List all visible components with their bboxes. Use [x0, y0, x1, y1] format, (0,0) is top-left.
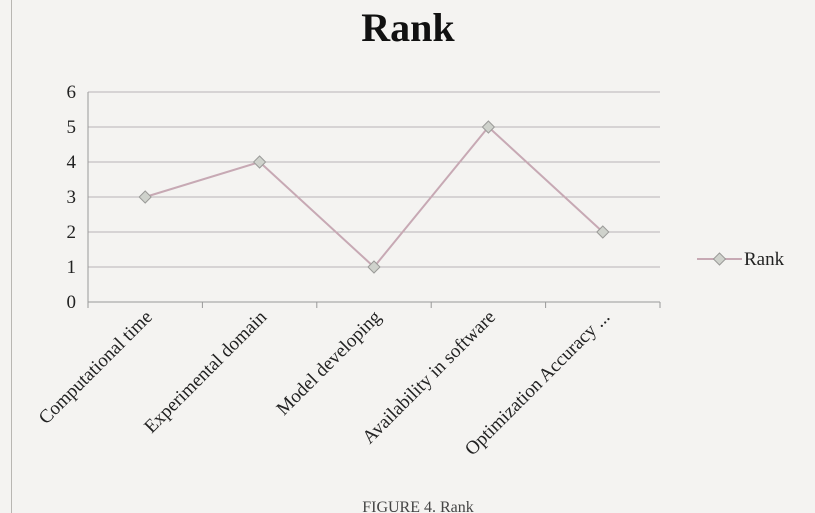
y-tick-label: 3 — [67, 187, 77, 208]
y-tick-label: 5 — [67, 117, 77, 138]
legend-marker — [712, 252, 727, 266]
figure-caption: FIGURE 4. Rank — [362, 499, 474, 513]
y-tick-label: 6 — [67, 82, 77, 103]
chart-title: Rank — [361, 5, 455, 50]
legend-label: Rank — [744, 249, 785, 270]
data-point-marker — [596, 225, 610, 239]
y-tick-label: 4 — [67, 152, 77, 173]
data-point-marker — [138, 190, 152, 204]
y-tick-label: 1 — [67, 257, 77, 278]
x-category-label: Model developing — [273, 306, 386, 419]
x-category-label: Computational time — [35, 307, 157, 429]
x-category-label: Experimental domain — [140, 306, 271, 437]
data-point-marker — [252, 155, 267, 169]
data-point-marker — [367, 260, 381, 274]
y-tick-label: 0 — [67, 292, 77, 313]
data-point-marker — [481, 120, 496, 134]
y-tick-label: 2 — [67, 222, 77, 243]
page-edge — [11, 0, 12, 513]
